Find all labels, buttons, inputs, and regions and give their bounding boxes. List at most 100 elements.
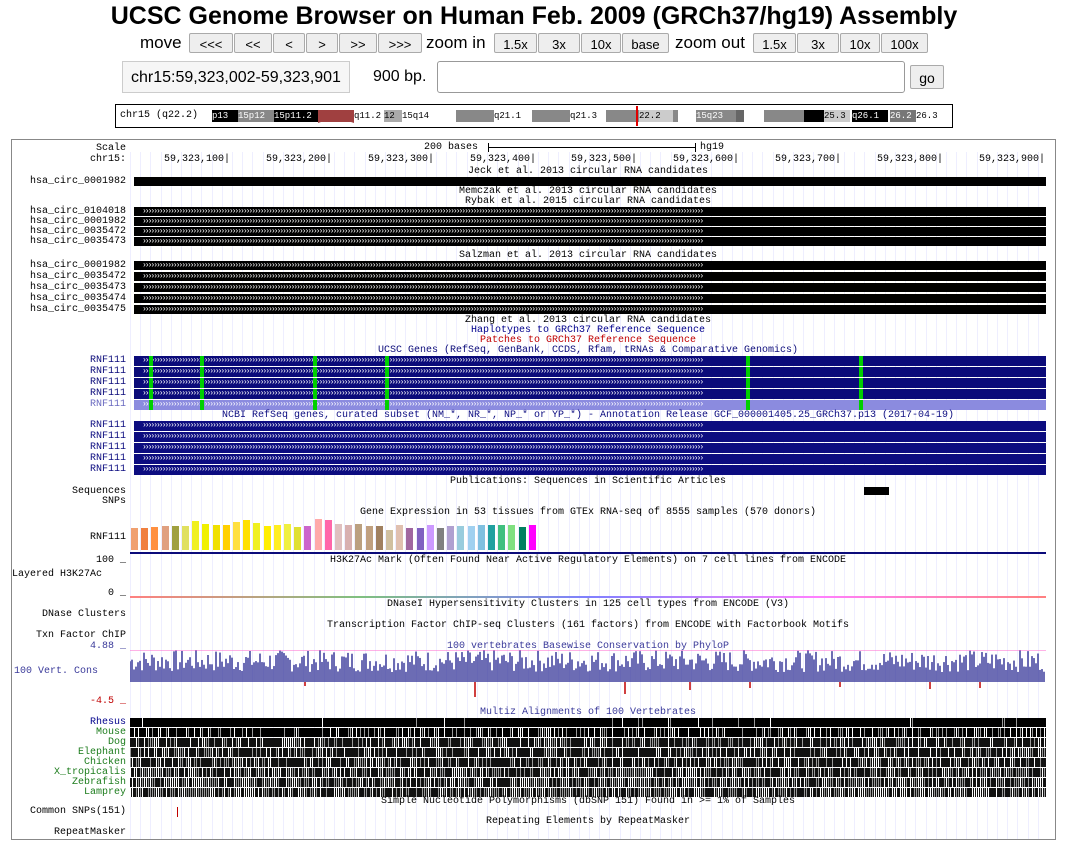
publications-snps-label[interactable]: SNPs [101, 496, 126, 507]
snp-track-title[interactable]: Simple Nucleotide Polymorphisms (dbSNP 1… [380, 796, 796, 807]
gtex-tissue-bar[interactable] [212, 525, 220, 550]
gtex-tissue-bar[interactable] [386, 530, 393, 550]
salzman-item-label[interactable]: hsa_circ_0035473 [29, 282, 126, 293]
rybak-feature[interactable] [134, 207, 1046, 216]
txn-track-title[interactable]: Transcription Factor ChIP-seq Clusters (… [326, 620, 850, 631]
gtex-tissue-bar[interactable] [396, 525, 404, 550]
gtex-tissue-bar[interactable] [243, 520, 251, 550]
gtex-tissue-bar[interactable] [141, 528, 149, 550]
move-small-right-button[interactable]: > [306, 33, 338, 53]
gtex-tissue-bar[interactable] [202, 524, 210, 550]
gtex-tissue-bar[interactable] [151, 527, 159, 550]
salzman-feature[interactable] [134, 305, 1046, 314]
rybak-feature[interactable] [134, 237, 1046, 246]
gtex-tissue-bar[interactable] [304, 526, 312, 550]
refseq-feature[interactable] [134, 465, 1046, 475]
salzman-track-title[interactable]: Salzman et al. 2013 circular RNA candida… [458, 250, 718, 261]
zoom-out-1.5x-button[interactable]: 1.5x [753, 33, 796, 53]
gtex-tissue-bar[interactable] [355, 524, 363, 550]
gtex-tissue-bar[interactable] [365, 526, 373, 550]
gtex-tissue-bar[interactable] [314, 519, 322, 550]
gtex-tissue-bar[interactable] [498, 525, 506, 550]
multiz-species-label[interactable]: Dog [107, 737, 126, 748]
ucsc-gene-label[interactable]: RNF111 [89, 399, 126, 410]
multiz-alignment-row[interactable] [130, 728, 1046, 737]
snp-label[interactable]: Common SNPs(151) [29, 806, 126, 817]
zoom-in-3x-button[interactable]: 3x [538, 33, 580, 53]
salzman-item-label[interactable]: hsa_circ_0035475 [29, 304, 126, 315]
refseq-track-title[interactable]: NCBI RefSeq genes, curated subset (NM_*,… [221, 410, 955, 421]
gtex-tissue-bar[interactable] [508, 525, 516, 550]
move-far-left-button[interactable]: <<< [189, 33, 233, 53]
gtex-tissue-bar[interactable] [467, 526, 475, 550]
repeatmasker-label[interactable]: RepeatMasker [53, 827, 126, 838]
ucsc-gene-label[interactable]: RNF111 [89, 366, 126, 377]
multiz-species-label[interactable]: Zebrafish [71, 777, 126, 788]
zoom-in-10x-button[interactable]: 10x [581, 33, 621, 53]
gtex-tissue-bar[interactable] [345, 525, 353, 550]
multiz-alignment-row[interactable] [130, 748, 1046, 757]
publications-track-title[interactable]: Publications: Sequences in Scientific Ar… [449, 476, 727, 487]
rybak-track-title[interactable]: Rybak et al. 2015 circular RNA candidate… [464, 196, 712, 207]
multiz-alignment-row[interactable] [130, 788, 1046, 797]
salzman-feature[interactable] [134, 283, 1046, 292]
multiz-species-label[interactable]: Lamprey [83, 787, 126, 798]
gtex-tissue-bar[interactable] [406, 528, 414, 550]
ucsc-gene-label[interactable]: RNF111 [89, 355, 126, 366]
go-button[interactable]: go [910, 65, 944, 89]
zoom-out-3x-button[interactable]: 3x [797, 33, 839, 53]
gtex-gene-label[interactable]: RNF111 [89, 532, 126, 543]
publications-sequences-label[interactable]: Sequences [71, 486, 126, 497]
multiz-species-label[interactable]: Mouse [95, 727, 126, 738]
gtex-tissue-bar[interactable] [253, 523, 261, 550]
move-far-right-button[interactable]: >>> [378, 33, 422, 53]
salzman-feature[interactable] [134, 261, 1046, 270]
rybak-item-label[interactable]: hsa_circ_0035472 [29, 226, 126, 237]
multiz-alignment-row[interactable] [130, 758, 1046, 767]
gtex-tissue-bar[interactable] [324, 520, 332, 550]
phylop-track-title[interactable]: 100 vertebrates Basewise Conservation by… [446, 641, 730, 652]
zhang-track-title[interactable]: Zhang et al. 2013 circular RNA candidate… [464, 315, 712, 326]
refseq-feature[interactable] [134, 454, 1046, 464]
rybak-feature[interactable] [134, 217, 1046, 226]
gtex-tissue-bar[interactable] [182, 526, 189, 550]
salzman-feature[interactable] [134, 294, 1046, 303]
move-left-button[interactable]: << [234, 33, 272, 53]
position-search-input[interactable] [437, 61, 905, 93]
move-right-button[interactable]: >> [339, 33, 377, 53]
multiz-alignment-row[interactable] [130, 768, 1046, 777]
gtex-tissue-bar[interactable] [426, 525, 434, 550]
h3k27ac-label[interactable]: Layered H3K27Ac [12, 569, 103, 580]
gtex-tissue-bar[interactable] [171, 526, 179, 550]
gtex-tissue-bar[interactable] [161, 526, 169, 550]
rybak-item-label[interactable]: hsa_circ_0104018 [29, 206, 126, 217]
rybak-item-label[interactable]: hsa_circ_0001982 [29, 216, 126, 227]
ucsc-gene-feature[interactable] [134, 378, 1046, 388]
multiz-alignment-row[interactable] [130, 778, 1046, 787]
gtex-tissue-bar[interactable] [263, 526, 271, 550]
gtex-tissue-bar[interactable] [375, 526, 383, 550]
ucsc-gene-label[interactable]: RNF111 [89, 388, 126, 399]
gtex-tissue-bar[interactable] [457, 526, 465, 550]
gtex-tissue-bar[interactable] [416, 528, 424, 550]
multiz-species-label[interactable]: Rhesus [89, 717, 126, 728]
refseq-feature[interactable] [134, 443, 1046, 453]
publication-feature[interactable] [864, 487, 889, 495]
chromosome-ideogram[interactable]: chr15 (q22.2) p13 15p12 15p11.2 q11.2 12 15q1… [115, 104, 953, 128]
rybak-feature[interactable] [134, 227, 1046, 236]
ucsc-gene-label[interactable]: RNF111 [89, 377, 126, 388]
refseq-gene-label[interactable]: RNF111 [89, 464, 126, 475]
salzman-feature[interactable] [134, 272, 1046, 281]
ucsc-gene-feature[interactable] [134, 356, 1046, 366]
multiz-alignment-row[interactable] [130, 718, 1046, 727]
zoom-out-100x-button[interactable]: 100x [881, 33, 928, 53]
refseq-feature[interactable] [134, 432, 1046, 442]
gtex-tissue-bar[interactable] [528, 525, 536, 550]
move-small-left-button[interactable]: < [273, 33, 305, 53]
multiz-species-label[interactable]: Elephant [77, 747, 126, 758]
track-image-panel[interactable]: Scale chr15: 200 bases hg19 59,323,100| 5… [11, 139, 1056, 840]
gtex-tissue-bar[interactable] [233, 522, 240, 550]
gtex-tissue-bar[interactable] [518, 527, 526, 550]
refseq-gene-label[interactable]: RNF111 [89, 453, 126, 464]
phylop-label[interactable]: 100 Vert. Cons [14, 666, 99, 677]
